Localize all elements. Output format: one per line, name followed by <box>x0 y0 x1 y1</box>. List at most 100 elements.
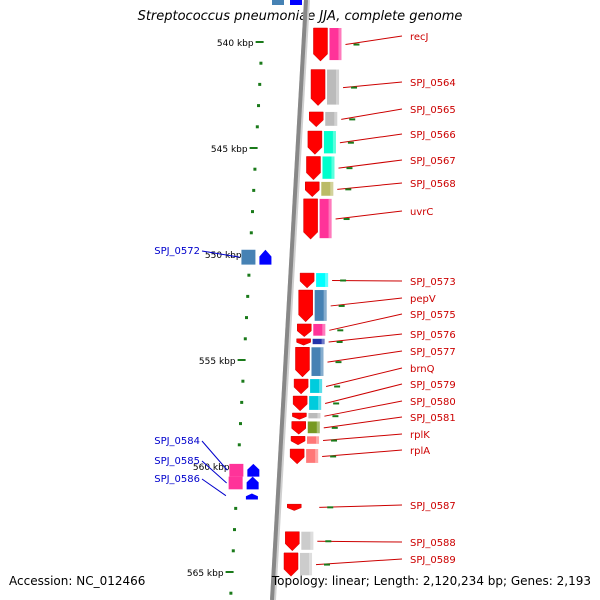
gene-leader-line <box>330 297 403 307</box>
gene-leader-line <box>335 210 403 220</box>
cog-box-shade <box>316 421 320 434</box>
scale-tick-label: 555 kbp <box>199 357 236 367</box>
scale-tick-label: 540 kbp <box>217 39 254 49</box>
gene-leader-line <box>322 433 403 442</box>
cog-box-shade <box>317 413 321 419</box>
cog-color-box <box>329 28 342 61</box>
gene-leader-line <box>324 400 403 417</box>
forward-gene-arrow <box>290 436 306 446</box>
gene-leader-line <box>201 478 227 497</box>
gene-leader-line <box>327 350 403 363</box>
cog-color-box <box>327 69 340 105</box>
cog-color-box <box>323 131 336 154</box>
forward-gene-label: rplK <box>410 430 430 441</box>
cog-color-box <box>301 531 314 550</box>
forward-gene-arrow <box>293 378 309 395</box>
forward-gene-arrow <box>295 347 310 378</box>
forward-gene-label: SPJ_0576 <box>410 330 456 341</box>
forward-gene-arrow <box>299 272 315 289</box>
forward-gene-arrow <box>287 503 302 511</box>
cog-box-shade <box>323 290 327 321</box>
gene-leader-line <box>325 367 403 387</box>
partial-gene-box <box>272 0 284 5</box>
cog-box-shade <box>318 396 322 410</box>
cog-box-shade <box>315 449 319 463</box>
scale-tick-label: 560 kbp <box>193 463 230 473</box>
cog-color-box <box>309 396 322 410</box>
cog-color-box <box>306 449 319 463</box>
gene-leader-line <box>323 416 403 429</box>
cog-box-shade <box>320 347 324 376</box>
cog-color-box <box>307 421 320 434</box>
gene-leader-line <box>329 313 403 331</box>
reverse-gene-label: SPJ_0585 <box>154 456 200 467</box>
gene-leader-line <box>201 250 240 258</box>
cog-box-shade <box>319 379 323 393</box>
genome-backbone <box>270 0 308 600</box>
cog-color-box <box>312 338 325 345</box>
forward-gene-label: brnQ <box>410 364 435 375</box>
cog-box-shade <box>310 531 314 550</box>
forward-gene-label: SPJ_0579 <box>410 380 456 391</box>
gene-leader-line <box>337 182 403 190</box>
forward-gene-label: pepV <box>410 294 436 305</box>
forward-gene-label: SPJ_0573 <box>410 277 456 288</box>
forward-gene-arrow <box>283 552 299 577</box>
gene-leader-line <box>201 460 227 484</box>
cog-box-shade <box>325 273 329 287</box>
cog-color-box <box>308 413 321 419</box>
forward-gene-label: SPJ_0589 <box>410 555 456 566</box>
reverse-gene-arrow <box>259 249 272 265</box>
gene-leader-line <box>317 540 403 543</box>
forward-gene-arrow <box>303 198 318 240</box>
cog-color-box <box>310 379 323 393</box>
forward-gene-label: SPJ_0566 <box>410 130 456 141</box>
cog-box-shade <box>331 156 335 179</box>
cog-color-box <box>229 463 244 477</box>
reverse-gene-arrow <box>246 476 259 490</box>
reverse-gene-arrow <box>247 463 260 477</box>
cog-box-shade <box>321 338 325 345</box>
forward-gene-label: SPJ_0581 <box>410 413 456 424</box>
cog-color-box <box>307 436 320 444</box>
scale-tick-label: 565 kbp <box>187 569 224 579</box>
cog-color-box <box>241 249 256 265</box>
forward-gene-arrow <box>289 448 305 465</box>
accession-label: Accession: NC_012466 <box>9 574 146 588</box>
cog-box-shade <box>338 28 342 61</box>
forward-gene-label: uvrC <box>410 207 433 218</box>
forward-gene-label: SPJ_0568 <box>410 179 456 190</box>
forward-gene-label: SPJ_0577 <box>410 347 456 358</box>
gene-leader-line <box>322 449 403 457</box>
gene-leader-line <box>338 159 403 169</box>
cog-box-shade <box>330 181 334 196</box>
cog-box-shade <box>332 131 336 154</box>
reverse-gene-label: SPJ_0572 <box>154 246 200 257</box>
forward-gene-arrow <box>298 289 313 323</box>
cog-color-box <box>316 273 329 287</box>
cog-box-shade <box>334 111 338 126</box>
forward-gene-label: SPJ_0587 <box>410 501 456 512</box>
reverse-gene-label: SPJ_0584 <box>154 436 200 447</box>
forward-gene-arrow <box>306 156 321 181</box>
forward-gene-label: SPJ_0567 <box>410 156 456 167</box>
gene-leader-line <box>315 558 403 566</box>
scale-tick-label: 545 kbp <box>211 145 248 155</box>
forward-gene-arrow <box>292 395 308 412</box>
gene-leader-line <box>325 383 403 404</box>
forward-gene-arrow <box>310 69 326 106</box>
gene-leader-line <box>345 35 403 46</box>
gene-leader-line <box>328 333 403 343</box>
cog-color-box <box>319 198 332 239</box>
cog-color-box <box>314 290 327 321</box>
forward-gene-arrow <box>296 338 311 346</box>
forward-gene-arrow <box>291 421 307 435</box>
reverse-gene-arrow <box>245 493 258 500</box>
partial-gene-arrow <box>290 0 302 5</box>
forward-gene-arrow <box>292 412 307 420</box>
cog-color-box <box>313 323 326 336</box>
forward-gene-arrow <box>313 27 328 62</box>
cog-color-box <box>311 347 324 376</box>
cog-box-shade <box>336 69 340 105</box>
